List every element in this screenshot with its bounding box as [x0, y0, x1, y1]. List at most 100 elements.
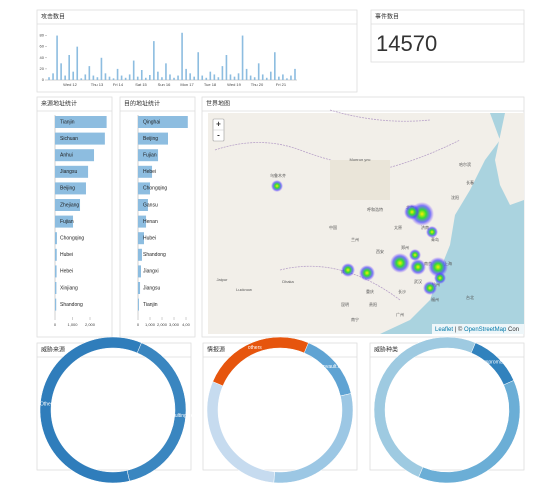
event-count-value: 14570 [376, 31, 437, 56]
bar [201, 75, 204, 80]
heat-spot [359, 265, 375, 281]
bar [209, 71, 212, 80]
heat-spot [428, 257, 448, 277]
bar [237, 73, 240, 80]
zoom-out[interactable]: - [217, 131, 220, 140]
bar [257, 63, 260, 80]
panel-title: 目的地址统计 [124, 100, 160, 108]
bar [205, 77, 208, 80]
map-label: 中国 [329, 224, 337, 230]
bar [157, 71, 159, 80]
x-tick-label: 3,000 [169, 322, 180, 327]
bar-label: Hubei [60, 252, 73, 258]
map-land [208, 113, 500, 334]
heat-spot [341, 263, 355, 277]
bar-label: Zhejiang [60, 202, 79, 208]
bar [138, 165, 153, 178]
map-label: 长沙 [398, 288, 406, 294]
bar-label: Beijing [143, 136, 158, 142]
bar [55, 298, 57, 311]
map-label: 青岛 [431, 236, 439, 242]
donut-slice [373, 336, 476, 478]
zoom-in[interactable]: + [216, 120, 221, 129]
bar-label: Hebei [60, 269, 73, 275]
slice-label: xconsulting.com [162, 413, 198, 419]
donut-slice [39, 336, 142, 483]
x-tick-label: Mon 17 [180, 82, 194, 87]
map-label: 乌鲁木齐 [270, 172, 286, 178]
x-tick-label: Fri 21 [276, 82, 287, 87]
map-label: 哈尔滨 [459, 161, 471, 167]
bar [76, 46, 79, 80]
panel-title: 世界地图 [206, 100, 230, 108]
map-border [214, 109, 461, 301]
bar [165, 63, 167, 80]
map-label: 福州 [431, 296, 439, 302]
bar [92, 75, 95, 80]
bar-label: Chongqing [60, 236, 84, 242]
attribution-part[interactable]: Leaflet [435, 327, 453, 333]
map-label: Jaipur [217, 277, 229, 282]
bar-label: Chongqing [143, 186, 167, 192]
attribution-part: | © [453, 326, 464, 333]
x-tick-label: Fri 14 [113, 82, 124, 87]
bar [138, 149, 159, 162]
heat-spot [390, 253, 410, 273]
bar [233, 76, 236, 80]
bar [56, 35, 58, 80]
map-label: 西安 [376, 248, 384, 254]
bar [100, 57, 103, 80]
bar [68, 55, 70, 80]
map-label: 郑州 [401, 244, 409, 250]
bar [149, 75, 151, 80]
bar-label: Anhui [60, 153, 73, 159]
bar-label: Fujian [60, 219, 74, 225]
panel-title: 威胁来源 [41, 346, 65, 354]
bar [138, 199, 148, 211]
bar [193, 76, 195, 80]
map-desert [330, 160, 390, 200]
bar [138, 116, 188, 128]
bar [138, 298, 139, 311]
bar [217, 77, 220, 80]
x-tick-label: Sat 15 [135, 82, 147, 87]
x-tick-label: Thu 20 [251, 82, 264, 87]
bar-label: Hebei [143, 169, 156, 175]
attribution-part[interactable]: OpenStreetMap [464, 327, 507, 333]
bar [286, 78, 288, 80]
bar [104, 73, 107, 80]
x-tick-label: 1,000 [67, 322, 78, 327]
heat-spot [426, 226, 438, 238]
map-label: 兰州 [351, 236, 359, 242]
map-label: 贵阳 [369, 301, 377, 307]
bar [173, 77, 175, 80]
bar-label: Henan [143, 219, 158, 225]
y-tick-label: 80 [40, 33, 45, 38]
bar [48, 77, 50, 80]
x-tick-label: Thu 13 [91, 82, 104, 87]
bar [177, 75, 179, 80]
bar [55, 132, 105, 145]
bar [80, 78, 83, 80]
bar-label: Xinjiang [60, 285, 78, 291]
bar [269, 71, 272, 80]
bar [64, 75, 66, 80]
map-label: 广州 [396, 311, 404, 317]
bar [138, 215, 147, 228]
bar-label: Tianjin [143, 302, 158, 308]
x-tick-label: 4,00 [182, 322, 191, 327]
bar [169, 74, 171, 80]
heat-spot [271, 180, 283, 192]
bar [55, 232, 57, 245]
slice-label: others [248, 345, 262, 351]
bar [96, 77, 99, 80]
bar [225, 55, 228, 80]
bar [84, 74, 87, 80]
bar [132, 60, 135, 80]
bar [282, 74, 284, 80]
bar [278, 76, 280, 80]
bar [140, 70, 143, 80]
bar [138, 248, 142, 261]
bar [185, 68, 187, 80]
panel-title: 攻击数目 [41, 13, 65, 21]
